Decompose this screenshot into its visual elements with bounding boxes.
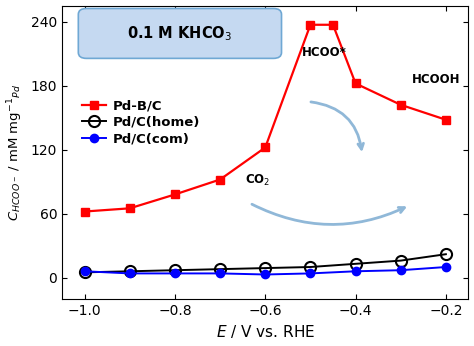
Pd-B/C bbox=[82, 209, 88, 213]
FancyBboxPatch shape bbox=[78, 9, 282, 58]
Legend: Pd-B/C, Pd/C(home), Pd/C(com): Pd-B/C, Pd/C(home), Pd/C(com) bbox=[77, 94, 205, 151]
Pd-B/C bbox=[353, 81, 358, 85]
Pd/C(com) bbox=[353, 269, 358, 273]
Pd/C(com) bbox=[443, 265, 449, 269]
Pd-B/C bbox=[398, 103, 403, 107]
Pd/C(home) bbox=[443, 252, 449, 256]
Pd-B/C bbox=[217, 177, 223, 182]
Line: Pd/C(com): Pd/C(com) bbox=[81, 263, 450, 279]
Line: Pd-B/C: Pd-B/C bbox=[81, 21, 450, 216]
Pd/C(com) bbox=[127, 271, 133, 275]
Pd/C(com) bbox=[398, 268, 403, 272]
Pd/C(com) bbox=[82, 269, 88, 273]
Pd/C(home) bbox=[82, 270, 88, 274]
Y-axis label: $C_{HCOO^-}$ / mM mg$^{-1}$$_{Pd}$: $C_{HCOO^-}$ / mM mg$^{-1}$$_{Pd}$ bbox=[6, 84, 25, 221]
Text: CO$_2$: CO$_2$ bbox=[245, 173, 270, 188]
Pd-B/C bbox=[127, 206, 133, 210]
Text: HCOOH: HCOOH bbox=[412, 73, 461, 86]
Pd-B/C bbox=[330, 23, 336, 27]
Pd/C(home) bbox=[353, 262, 358, 266]
Pd/C(home) bbox=[398, 258, 403, 263]
Pd-B/C bbox=[263, 145, 268, 149]
Line: Pd/C(home): Pd/C(home) bbox=[79, 249, 451, 278]
Pd/C(home) bbox=[217, 267, 223, 271]
Pd/C(home) bbox=[172, 268, 178, 272]
Text: 0.1 M KHCO$_3$: 0.1 M KHCO$_3$ bbox=[128, 24, 233, 43]
Pd/C(com) bbox=[308, 271, 313, 275]
Pd/C(com) bbox=[263, 272, 268, 276]
Pd/C(home) bbox=[308, 265, 313, 269]
Pd-B/C bbox=[308, 23, 313, 27]
Pd/C(home) bbox=[127, 269, 133, 273]
Pd-B/C bbox=[443, 118, 449, 122]
Pd/C(home) bbox=[263, 266, 268, 270]
Pd-B/C bbox=[172, 192, 178, 197]
X-axis label: $E$ / V vs. RHE: $E$ / V vs. RHE bbox=[216, 324, 315, 340]
Text: HCOO*: HCOO* bbox=[301, 46, 346, 59]
Pd/C(com) bbox=[217, 271, 223, 275]
Pd/C(com) bbox=[172, 271, 178, 275]
